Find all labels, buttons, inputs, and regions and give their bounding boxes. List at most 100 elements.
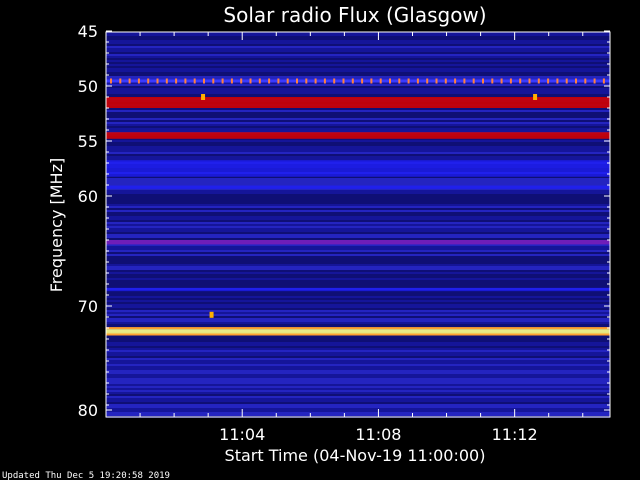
noise-stripe bbox=[106, 150, 610, 152]
noise-stripe bbox=[106, 92, 610, 94]
noise-stripe bbox=[106, 62, 610, 64]
noise-stripe bbox=[106, 276, 610, 278]
dotted-band-mark bbox=[128, 78, 131, 84]
dotted-band-mark bbox=[565, 78, 568, 84]
noise-stripe bbox=[106, 248, 610, 250]
noise-stripe bbox=[106, 66, 610, 68]
noise-stripe bbox=[106, 256, 610, 258]
noise-stripe bbox=[106, 228, 610, 230]
band-1 bbox=[106, 132, 610, 139]
noise-stripe bbox=[106, 310, 610, 312]
dotted-band-mark bbox=[110, 78, 112, 84]
noise-stripe bbox=[106, 206, 610, 208]
noise-stripe bbox=[106, 272, 610, 274]
band-0 bbox=[106, 97, 610, 108]
noise-stripe bbox=[106, 352, 610, 354]
noise-stripe bbox=[106, 292, 610, 294]
dotted-band-mark bbox=[137, 78, 140, 84]
noise-stripe bbox=[106, 220, 610, 222]
noise-stripe bbox=[106, 354, 610, 356]
dotted-band-mark bbox=[519, 78, 522, 84]
noise-stripe bbox=[106, 412, 610, 414]
noise-stripe bbox=[106, 74, 610, 76]
noise-stripe bbox=[106, 298, 610, 300]
y-axis-label: Frequency [MHz] bbox=[47, 158, 66, 292]
noise-stripe bbox=[106, 296, 610, 298]
dotted-band-mark bbox=[407, 78, 410, 84]
dotted-band-mark bbox=[286, 78, 289, 84]
noise-stripe bbox=[106, 130, 610, 132]
noise-stripe bbox=[106, 124, 610, 126]
burst-spot-2 bbox=[209, 311, 214, 318]
noise-stripe bbox=[106, 46, 610, 48]
dotted-band-mark bbox=[342, 78, 345, 84]
noise-stripe bbox=[106, 318, 610, 320]
dotted-band-mark bbox=[156, 78, 159, 84]
noise-stripe bbox=[106, 294, 610, 296]
burst-spot-0 bbox=[201, 94, 206, 100]
noise-stripe bbox=[106, 38, 610, 40]
dotted-band-mark bbox=[249, 78, 252, 84]
noise-stripe bbox=[106, 386, 610, 388]
noise-stripe bbox=[106, 410, 610, 412]
noise-stripe bbox=[106, 286, 610, 288]
noise-stripe bbox=[106, 394, 610, 396]
dotted-band-mark bbox=[221, 78, 224, 84]
noise-stripe bbox=[106, 404, 610, 406]
dotted-band-mark bbox=[277, 78, 280, 84]
noise-stripe bbox=[106, 250, 610, 252]
noise-stripe bbox=[106, 64, 610, 66]
noise-stripe bbox=[106, 360, 610, 362]
x-tick-label: 11:04 bbox=[219, 425, 265, 444]
noise-stripe bbox=[106, 108, 610, 110]
dotted-band-mark bbox=[379, 78, 382, 84]
noise-stripe bbox=[106, 40, 610, 42]
noise-stripe bbox=[106, 82, 610, 84]
noise-stripe bbox=[106, 182, 610, 184]
dotted-band-mark bbox=[398, 78, 401, 84]
noise-stripe bbox=[106, 326, 610, 328]
noise-stripe bbox=[106, 184, 610, 186]
noise-stripe bbox=[106, 212, 610, 214]
noise-stripe bbox=[106, 54, 610, 56]
dotted-band-mark bbox=[370, 78, 373, 84]
noise-stripe bbox=[106, 336, 610, 338]
noise-stripe bbox=[106, 42, 610, 44]
noise-stripe bbox=[106, 236, 610, 238]
noise-stripe bbox=[106, 180, 610, 182]
noise-stripe bbox=[106, 234, 610, 236]
band-peak-edge-bottom bbox=[106, 333, 610, 336]
dotted-band-mark bbox=[482, 78, 484, 84]
noise-stripe bbox=[106, 198, 610, 200]
noise-stripe bbox=[106, 376, 610, 378]
noise-stripe bbox=[106, 384, 610, 386]
noise-stripe bbox=[106, 366, 610, 368]
noise-stripe bbox=[106, 140, 610, 142]
dotted-band-mark bbox=[547, 78, 550, 84]
dotted-band-mark bbox=[333, 78, 336, 84]
dotted-band-mark bbox=[240, 78, 243, 84]
noise-stripe bbox=[106, 178, 610, 180]
noise-stripe bbox=[106, 142, 610, 144]
y-tick-label: 50 bbox=[78, 77, 98, 96]
updated-timestamp: Updated Thu Dec 5 19:20:58 2019 bbox=[2, 471, 170, 480]
y-tick-label: 70 bbox=[78, 297, 98, 316]
noise-stripe bbox=[106, 278, 610, 280]
noise-stripe bbox=[106, 88, 610, 90]
noise-stripe bbox=[106, 232, 610, 234]
y-axis: 45 50 55 60 70 80 bbox=[78, 22, 610, 420]
dotted-band-mark bbox=[296, 78, 298, 84]
dotted-band-mark bbox=[389, 78, 391, 84]
noise-stripe bbox=[106, 316, 610, 318]
dotted-band-mark bbox=[556, 78, 559, 84]
noise-stripe bbox=[106, 190, 610, 192]
plot-frame bbox=[105, 31, 611, 418]
noise-stripe bbox=[106, 192, 610, 194]
dotted-band-mark bbox=[361, 78, 364, 84]
noise-stripe bbox=[106, 78, 610, 80]
noise-stripe bbox=[106, 156, 610, 158]
noise-stripe bbox=[106, 400, 610, 402]
noise-stripe bbox=[106, 114, 610, 116]
dotted-band-mark bbox=[212, 78, 215, 84]
dotted-band-mark bbox=[184, 78, 187, 84]
